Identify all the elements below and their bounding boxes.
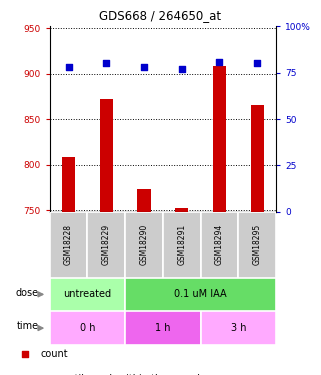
Bar [251, 105, 264, 212]
Text: GSM18229: GSM18229 [102, 224, 111, 265]
Text: count: count [40, 350, 68, 360]
Bar [62, 157, 75, 212]
Text: time: time [16, 321, 39, 332]
Text: GSM18228: GSM18228 [64, 224, 73, 265]
Text: dose: dose [16, 288, 39, 298]
Point [66, 64, 71, 70]
Text: GSM18290: GSM18290 [140, 224, 149, 266]
Text: untreated: untreated [64, 290, 111, 299]
Point [22, 351, 28, 357]
Bar [125, 311, 201, 345]
Bar [163, 212, 201, 278]
Bar [100, 99, 113, 212]
Bar [238, 212, 276, 278]
Point [217, 58, 222, 64]
Bar [87, 212, 125, 278]
Bar [201, 212, 238, 278]
Bar [125, 278, 276, 311]
Text: 3 h: 3 h [230, 323, 246, 333]
Bar [50, 311, 125, 345]
Text: GDS668 / 264650_at: GDS668 / 264650_at [100, 9, 221, 22]
Text: 0.1 uM IAA: 0.1 uM IAA [174, 290, 227, 299]
Text: percentile rank within the sample: percentile rank within the sample [40, 374, 205, 375]
Text: GSM18295: GSM18295 [253, 224, 262, 266]
Text: GSM18294: GSM18294 [215, 224, 224, 266]
Point [179, 66, 184, 72]
Bar [125, 212, 163, 278]
Bar [201, 311, 276, 345]
Bar [137, 189, 151, 212]
Bar [50, 278, 125, 311]
Text: GSM18291: GSM18291 [177, 224, 186, 265]
Text: 1 h: 1 h [155, 323, 171, 333]
Point [104, 60, 109, 66]
Bar [50, 212, 87, 278]
Bar [175, 208, 188, 212]
Point [255, 60, 260, 66]
Text: 0 h: 0 h [80, 323, 95, 333]
Bar [213, 66, 226, 212]
Point [142, 64, 147, 70]
